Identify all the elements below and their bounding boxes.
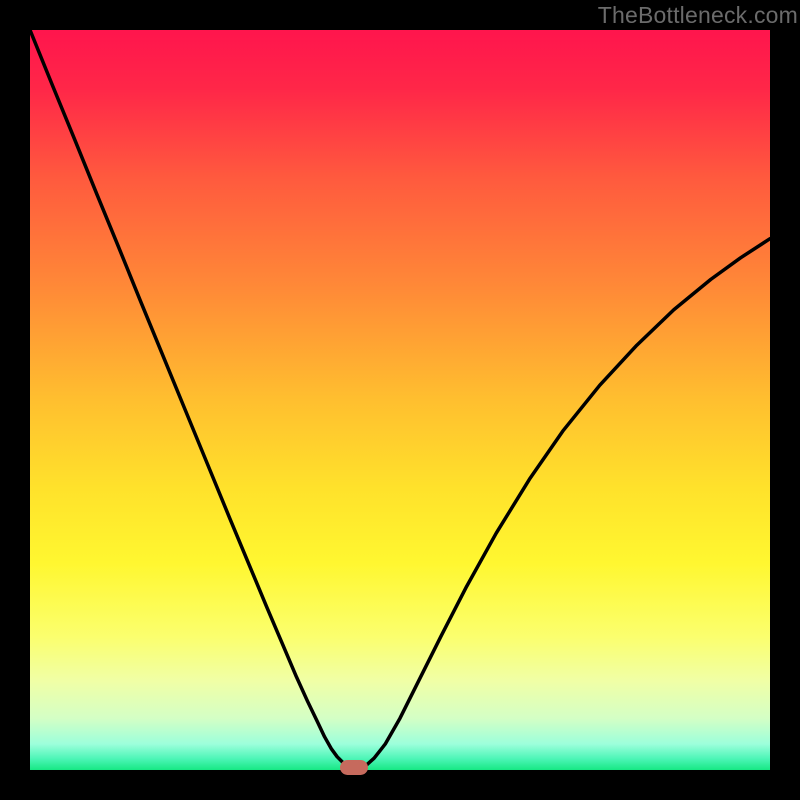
optimum-marker — [340, 760, 368, 775]
frame-bottom — [0, 770, 800, 800]
watermark-text: TheBottleneck.com — [598, 2, 798, 29]
chart-container: TheBottleneck.com — [0, 0, 800, 800]
plot-background — [30, 30, 770, 770]
frame-right — [770, 0, 800, 800]
plot-svg — [30, 30, 770, 770]
frame-left — [0, 0, 30, 800]
plot-area — [30, 30, 770, 770]
